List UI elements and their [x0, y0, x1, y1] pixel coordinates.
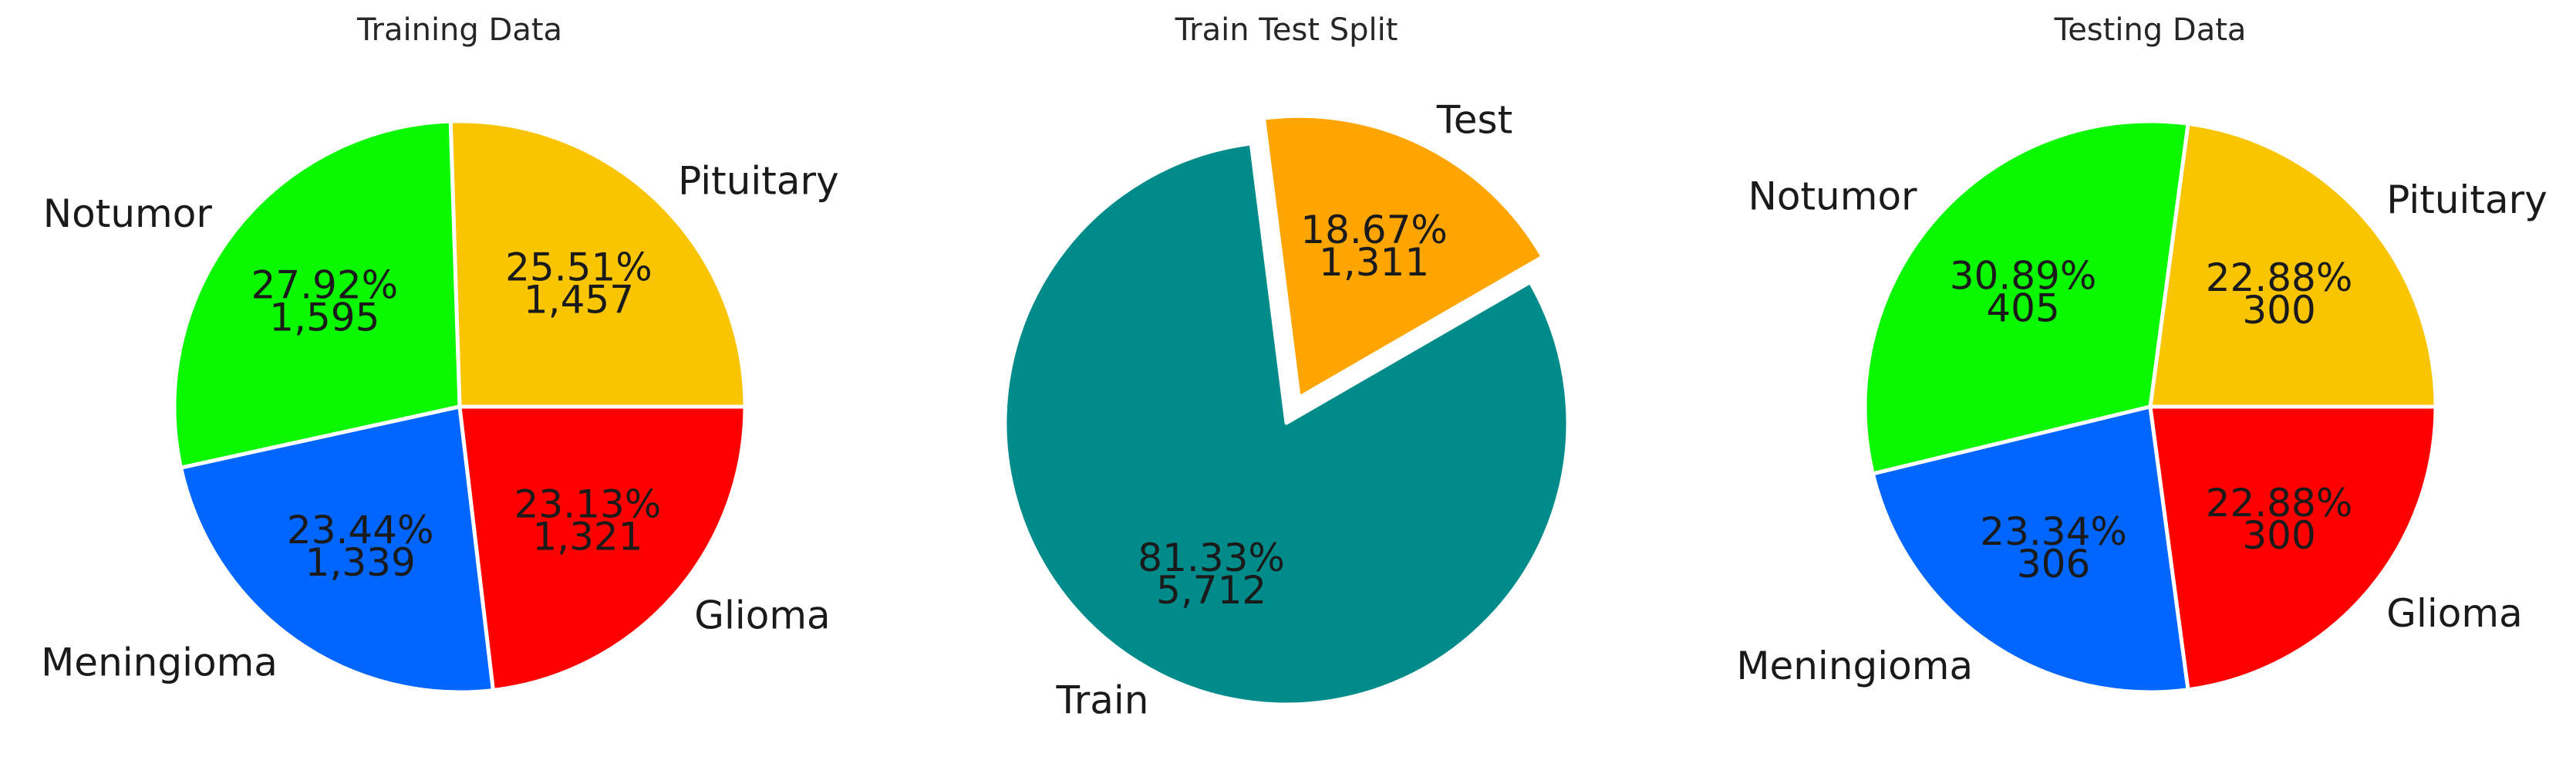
count-label-train: 5,712	[1156, 568, 1266, 613]
slice-label-meningioma: Meningioma	[41, 640, 278, 685]
slice-label-glioma: Glioma	[2386, 591, 2522, 636]
percent-label-pituitary: 25.51%	[505, 245, 652, 290]
percent-label-meningioma: 23.34%	[1980, 509, 2127, 554]
pie-slice-test	[1261, 113, 1545, 400]
chart-title: Training Data	[356, 12, 562, 48]
pie-slice-meningioma	[179, 404, 495, 695]
count-label-pituitary: 1,457	[524, 278, 634, 323]
slice-label-test: Test	[1436, 98, 1512, 143]
chart-title: Testing Data	[2054, 12, 2247, 48]
slice-label-notumor: Notumor	[43, 191, 213, 236]
percent-label-train: 81.33%	[1138, 536, 1285, 580]
percent-label-pituitary: 22.88%	[2206, 255, 2353, 300]
count-label-glioma: 300	[2242, 513, 2315, 558]
pie-slice-pituitary	[2148, 121, 2438, 409]
percent-label-test: 18.67%	[1300, 208, 1448, 252]
percent-label-glioma: 23.13%	[514, 482, 662, 526]
count-label-pituitary: 300	[2242, 288, 2315, 333]
percent-label-glioma: 22.88%	[2206, 481, 2353, 526]
pie-slice-train	[1003, 141, 1570, 707]
pie-slice-notumor	[1863, 119, 2190, 476]
count-label-glioma: 1,321	[532, 514, 642, 559]
count-label-meningioma: 1,339	[305, 540, 416, 585]
pie-slice-glioma	[457, 404, 747, 692]
slice-label-pituitary: Pituitary	[678, 159, 839, 204]
slice-label-train: Train	[1056, 678, 1149, 723]
percent-label-meningioma: 23.44%	[287, 508, 434, 553]
pie-slice-glioma	[2148, 404, 2438, 692]
train-test-split-pie-chart: Test 18.67%1,311 Train 81.33%5,712 Train Tes…	[1003, 12, 1570, 723]
chart-title: Train Test Split	[1175, 12, 1398, 48]
count-label-meningioma: 306	[2017, 542, 2090, 586]
count-label-test: 1,311	[1319, 240, 1429, 285]
count-label-notumor: 405	[1986, 286, 2059, 330]
slice-label-meningioma: Meningioma	[1736, 644, 1973, 688]
pie-slice-notumor	[172, 119, 462, 470]
percent-label-notumor: 30.89%	[1950, 253, 2097, 298]
slice-label-glioma: Glioma	[694, 593, 830, 637]
slice-label-pituitary: Pituitary	[2386, 177, 2547, 222]
training-data-pie-chart: Pituitary 25.51%1,457 Notumor 27.92%1,595 Me…	[41, 12, 839, 695]
count-label-notumor: 1,595	[269, 296, 379, 340]
testing-data-pie-chart: Pituitary22.88%300Notumor30.89%405Mening…	[1736, 12, 2547, 695]
percent-label-notumor: 27.92%	[251, 263, 399, 308]
pie-slice-meningioma	[1870, 404, 2190, 695]
slice-label-notumor: Notumor	[1748, 174, 1917, 219]
pie-slice-pituitary	[448, 119, 747, 409]
